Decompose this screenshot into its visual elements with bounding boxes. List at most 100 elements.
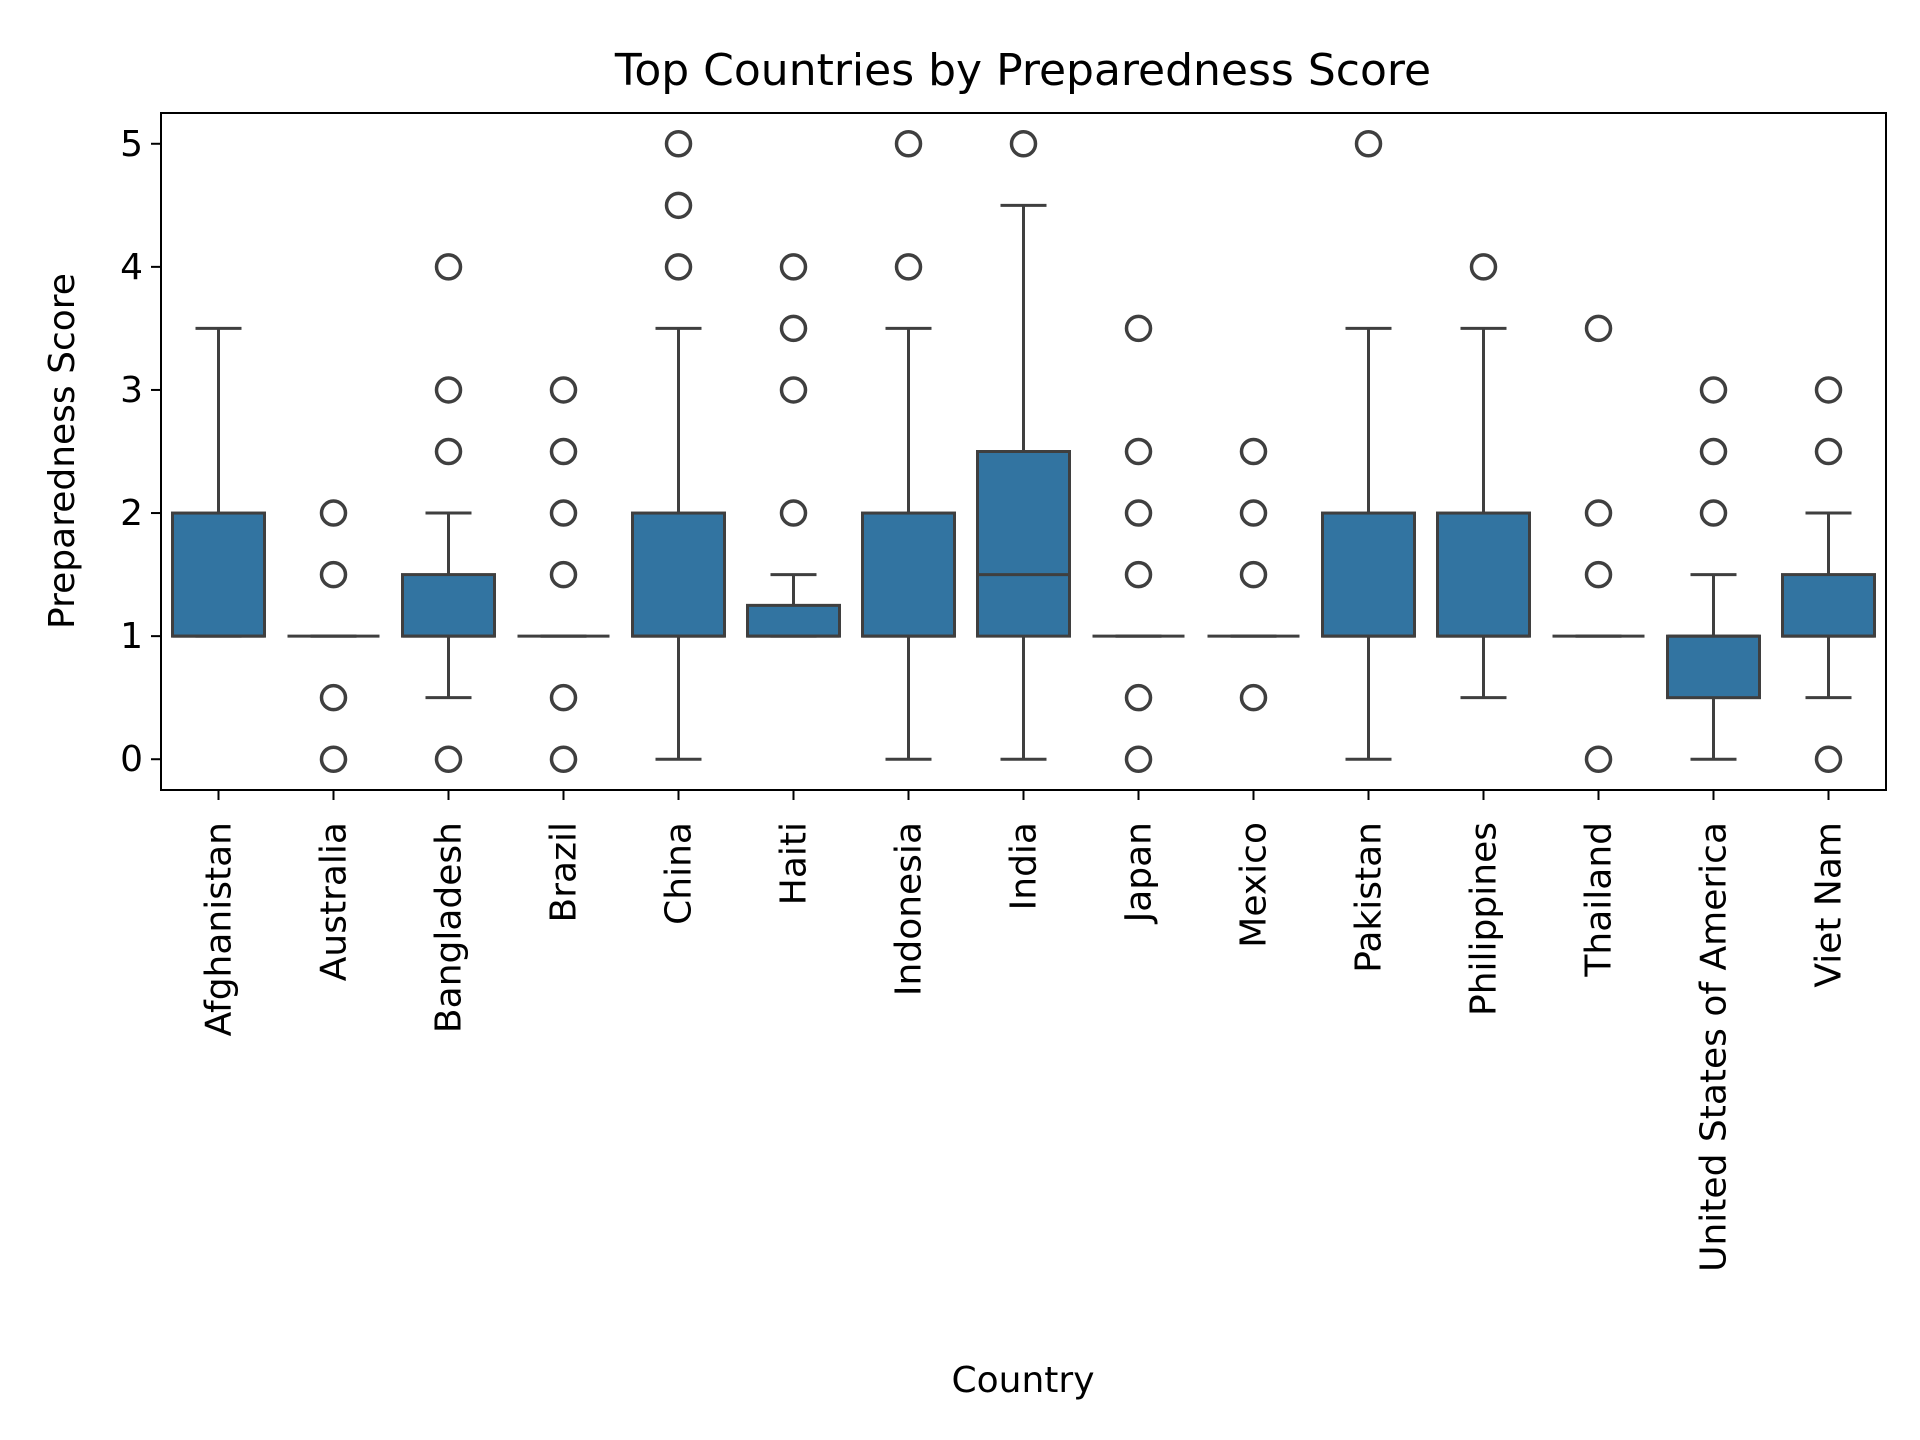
box-group: [631, 130, 726, 761]
outlier-point: [549, 560, 578, 589]
iqr-box: [1666, 634, 1761, 700]
iqr-box: [861, 511, 956, 638]
outlier-point: [1124, 560, 1153, 589]
box-group: [1092, 314, 1185, 773]
outlier-point: [664, 191, 693, 220]
chart-title: Top Countries by Preparedness Score: [614, 45, 1431, 96]
plot-frame: [160, 112, 1887, 791]
x-axis-label: Country: [951, 1360, 1094, 1401]
y-tick-label: 4: [120, 247, 143, 288]
outlier-point: [549, 376, 578, 404]
outlier-point: [894, 130, 923, 158]
plot-marks: [171, 130, 1876, 773]
box-group: [1552, 314, 1645, 773]
x-tick-label: Bangladesh: [429, 822, 470, 1033]
y-axis-label: Preparedness Score: [42, 273, 83, 629]
box-group: [861, 130, 956, 761]
outlier-point: [549, 499, 578, 527]
outlier-point: [549, 745, 578, 773]
outlier-point: [1699, 437, 1728, 466]
x-tick-label: Thailand: [1579, 822, 1620, 978]
box-group: [746, 253, 841, 638]
outlier-point: [319, 499, 348, 527]
x-tick-label: Mexico: [1234, 822, 1275, 948]
outlier-point: [1124, 437, 1153, 466]
x-tick-label: Australia: [314, 822, 355, 981]
x-tick-label: United States of America: [1694, 822, 1735, 1272]
outlier-point: [1699, 376, 1728, 404]
box-group: [1666, 376, 1761, 761]
outlier-point: [549, 683, 578, 712]
box-group: [976, 130, 1071, 761]
outlier-point: [1469, 253, 1498, 281]
outlier-point: [1584, 314, 1613, 343]
outlier-point: [1239, 437, 1268, 466]
x-tick-label: Philippines: [1464, 822, 1505, 1016]
box-group: [1781, 376, 1876, 773]
iqr-box: [401, 573, 496, 638]
x-tick-label: Brazil: [544, 822, 585, 922]
x-axis: Afghanistan Australia Bangladesh Brazil Chin…: [199, 790, 1850, 1272]
box-group: [171, 326, 266, 638]
outlier-point: [319, 745, 348, 773]
iqr-box: [976, 450, 1071, 638]
iqr-box: [631, 511, 726, 638]
x-tick-label: Indonesia: [889, 822, 930, 996]
outlier-point: [664, 253, 693, 281]
iqr-box: [171, 511, 266, 638]
y-tick-label: 3: [120, 370, 143, 411]
y-tick-label: 1: [120, 616, 143, 657]
outlier-point: [664, 130, 693, 158]
x-tick-label: Japan: [1119, 822, 1160, 924]
iqr-box: [746, 603, 841, 638]
x-tick-label: China: [659, 822, 700, 925]
y-tick-label: 5: [120, 124, 143, 165]
outlier-point: [894, 253, 923, 281]
x-tick-label: Pakistan: [1349, 822, 1390, 973]
outlier-point: [1124, 683, 1153, 712]
outlier-point: [779, 376, 808, 404]
outlier-point: [779, 253, 808, 281]
outlier-point: [1009, 130, 1038, 158]
box-group: [401, 253, 496, 773]
outlier-point: [1124, 314, 1153, 343]
x-tick-label: Afghanistan: [199, 822, 240, 1036]
y-tick-label: 0: [120, 739, 143, 780]
y-tick-label: 2: [120, 493, 143, 534]
iqr-box: [1436, 511, 1531, 638]
outlier-point: [1584, 560, 1613, 589]
outlier-point: [1239, 499, 1268, 527]
outlier-point: [1814, 376, 1843, 404]
box-group: [1436, 253, 1531, 700]
y-axis: 0 1 2 3 4 5: [120, 124, 161, 780]
x-tick-label: Viet Nam: [1809, 822, 1850, 988]
outlier-point: [434, 376, 463, 404]
box-group: [517, 376, 610, 773]
outlier-point: [779, 499, 808, 527]
outlier-point: [1814, 437, 1843, 466]
x-tick-label: Haiti: [774, 822, 815, 905]
outlier-point: [779, 314, 808, 343]
iqr-box: [1321, 511, 1416, 638]
box-group: [287, 499, 380, 773]
outlier-point: [319, 560, 348, 589]
x-tick-label: India: [1004, 822, 1045, 910]
outlier-point: [319, 683, 348, 712]
outlier-point: [434, 745, 463, 773]
outlier-point: [549, 437, 578, 466]
outlier-point: [1814, 745, 1843, 773]
outlier-point: [1584, 499, 1613, 527]
box-group: [1207, 437, 1300, 712]
iqr-box: [1781, 573, 1876, 638]
box-group: [1321, 130, 1416, 761]
outlier-point: [1584, 745, 1613, 773]
outlier-point: [1124, 499, 1153, 527]
outlier-point: [434, 253, 463, 281]
outlier-point: [1354, 130, 1383, 158]
outlier-point: [434, 437, 463, 466]
outlier-point: [1239, 560, 1268, 589]
outlier-point: [1239, 683, 1268, 712]
outlier-point: [1699, 499, 1728, 527]
outlier-point: [1124, 745, 1153, 773]
